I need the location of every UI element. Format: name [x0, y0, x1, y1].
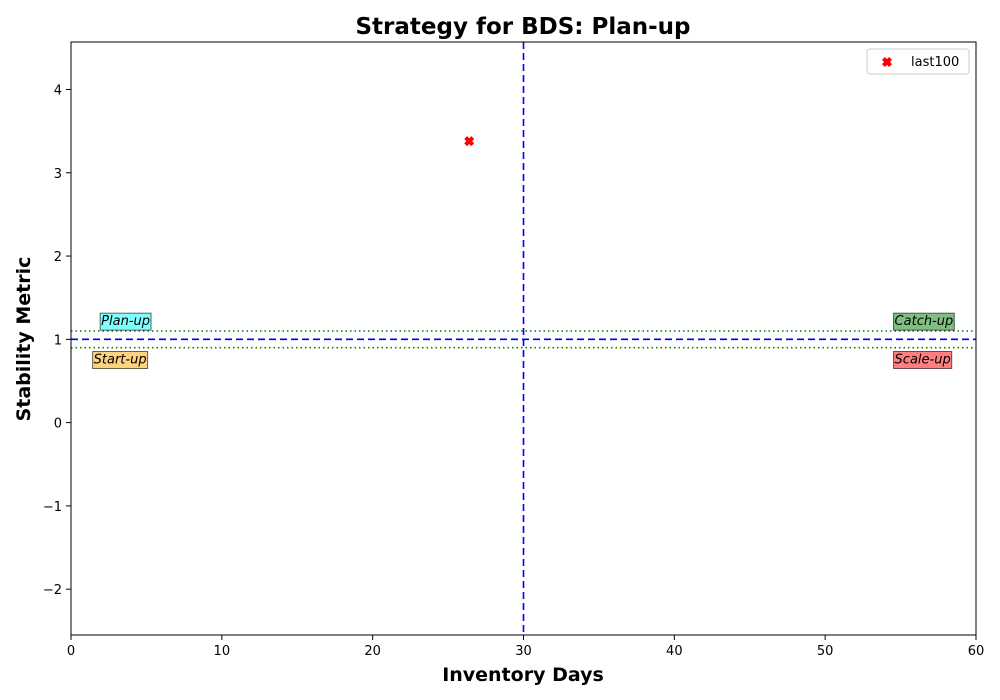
annotation-start-up: Start-up: [92, 350, 149, 369]
y-tick-label: 1: [54, 333, 62, 348]
chart-title: Strategy for BDS: Plan-up: [355, 14, 690, 40]
x-axis-label: Inventory Days: [442, 664, 604, 686]
legend-label: last100: [911, 55, 959, 70]
x-tick-label: 0: [67, 644, 75, 659]
x-tick-label: 50: [817, 644, 834, 659]
annotation-box: [893, 312, 955, 331]
legend: last100: [866, 48, 970, 75]
y-tick-label: 4: [54, 83, 62, 98]
y-tick-label: 0: [54, 417, 62, 432]
x-tick-label: 20: [364, 644, 381, 659]
annotation-box: [893, 350, 953, 369]
annotation-catch-up: Catch-up: [893, 312, 955, 331]
annotation-box: [92, 350, 149, 369]
annotation-label: Plan-up: [101, 314, 150, 329]
y-tick-label: −1: [43, 500, 62, 515]
annotation-label: Start-up: [94, 352, 147, 367]
annotation-scale-up: Scale-up: [893, 350, 953, 369]
y-axis-label: Stability Metric: [13, 257, 35, 422]
data-point: [464, 136, 475, 147]
legend-marker: [882, 57, 892, 67]
annotation-box: [99, 312, 152, 331]
annotation-label: Catch-up: [895, 314, 954, 329]
legend-box: [866, 48, 970, 75]
x-tick-label: 10: [214, 644, 231, 659]
x-tick-label: 30: [515, 644, 532, 659]
annotation-plan-up: Plan-up: [99, 312, 152, 331]
y-tick-label: 3: [54, 167, 62, 182]
y-tick-label: −2: [43, 583, 62, 598]
y-tick-label: 2: [54, 250, 62, 265]
x-tick-label: 40: [666, 644, 683, 659]
annotation-label: Scale-up: [895, 352, 951, 367]
x-tick-label: 60: [968, 644, 985, 659]
